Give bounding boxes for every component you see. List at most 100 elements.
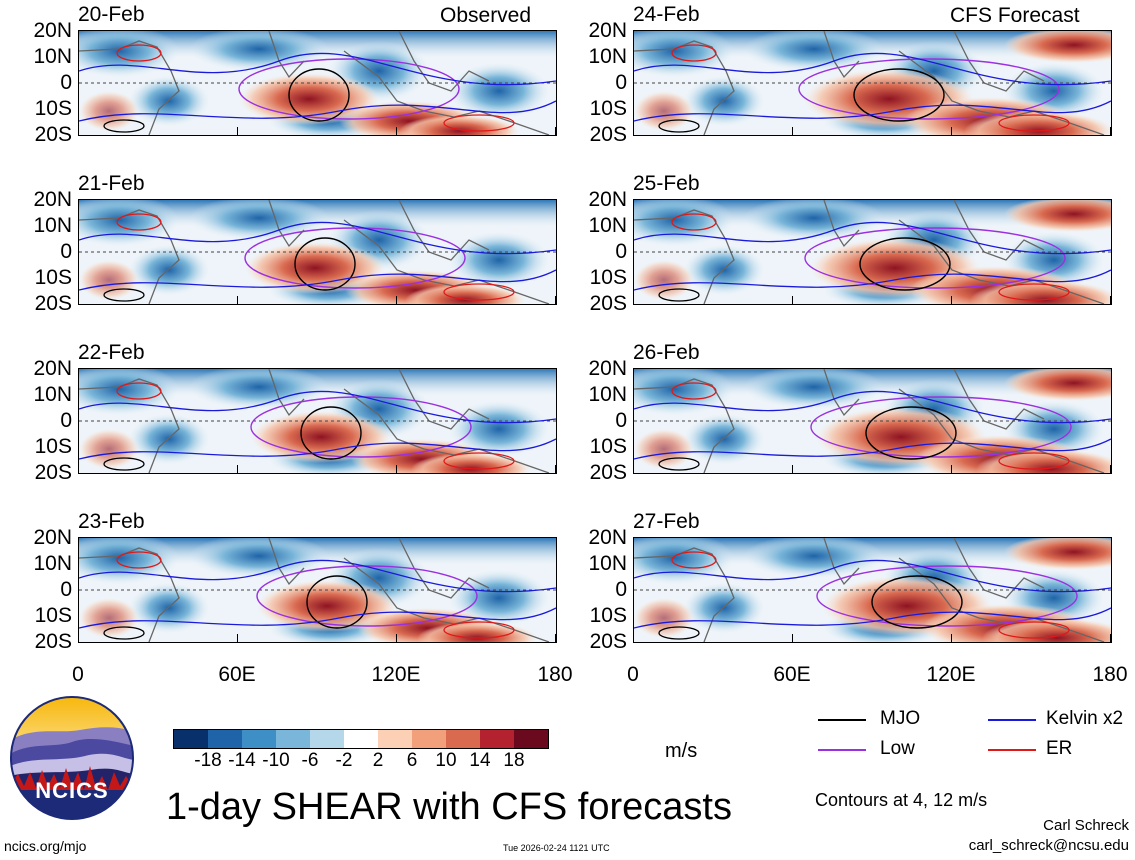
shading-negative: [744, 200, 884, 240]
shading-positive: [634, 429, 694, 469]
lon-label: 180: [537, 663, 573, 686]
contour-mjo: [658, 288, 700, 302]
x-tick: [1110, 127, 1111, 135]
lat-label: 10S: [589, 435, 627, 458]
colorbar-tick-label: 6: [406, 750, 418, 771]
shading-negative: [449, 232, 549, 288]
colorbar-swatch: [276, 730, 310, 748]
colorbar-swatch: [174, 730, 208, 748]
lat-label: 0: [615, 578, 627, 601]
lat-label: 10N: [33, 383, 72, 406]
lat-label: 10S: [34, 97, 72, 120]
contour-er: [671, 382, 717, 400]
shading-positive: [399, 115, 519, 135]
lon-label: 0: [72, 663, 84, 686]
colorbar-swatch: [514, 730, 548, 748]
contour-mjo: [306, 575, 368, 629]
colorbar-tick-label: -10: [262, 750, 290, 771]
lat-label: 20N: [588, 526, 627, 549]
coastline: [823, 31, 860, 79]
shading-positive: [245, 242, 385, 294]
colorbar-tick-label: -18: [194, 750, 222, 771]
panel-date: 22-Feb: [78, 341, 145, 364]
lon-label: 180: [1092, 663, 1128, 686]
x-tick: [237, 465, 238, 473]
lat-label: 10N: [588, 383, 627, 406]
shading-positive: [1004, 31, 1111, 63]
shading-negative: [449, 401, 549, 457]
lat-label: 20S: [34, 461, 72, 484]
contour-low: [256, 565, 478, 627]
legend-er-label: ER: [1046, 738, 1073, 759]
x-tick: [792, 296, 793, 304]
lon-label: 0: [627, 663, 639, 686]
lat-label: 10S: [589, 266, 627, 289]
shading-negative: [189, 538, 329, 578]
coastline: [398, 538, 490, 599]
x-tick: [555, 127, 556, 135]
x-tick: [951, 634, 952, 642]
footer-timestamp: Tue 2026-02-24 1121 UTC: [503, 843, 610, 853]
contour-er: [671, 213, 717, 231]
shading-positive: [257, 580, 397, 632]
x-tick: [78, 465, 79, 473]
legend-mjo-line: [818, 719, 866, 721]
contour-kelvin: [79, 559, 556, 593]
contour-mjo: [300, 406, 362, 460]
lat-label: 20N: [33, 188, 72, 211]
colorbar-swatch: [412, 730, 446, 748]
contour-kelvin: [79, 438, 556, 460]
lat-label: 20N: [33, 19, 72, 42]
shading-negative: [189, 200, 329, 240]
coastline: [343, 50, 550, 135]
coastline: [343, 219, 550, 304]
shading-positive: [79, 260, 139, 300]
x-tick: [555, 465, 556, 473]
x-tick: [633, 634, 634, 642]
x-tick: [396, 465, 397, 473]
contour-er: [998, 283, 1070, 301]
coastline: [953, 200, 1045, 261]
contour-kelvin: [79, 607, 556, 629]
coastline: [398, 369, 490, 430]
colorbar-tick-label: 10: [435, 750, 457, 771]
contour-er: [443, 621, 515, 639]
legend-mjo-label: MJO: [880, 708, 921, 729]
contour-kelvin: [634, 390, 1111, 424]
contour-low: [238, 58, 460, 120]
colorbar-tick-label: -14: [228, 750, 256, 771]
shading-positive: [970, 280, 1111, 304]
panel-date: 23-Feb: [78, 510, 145, 533]
logo-text: NCICS: [35, 778, 109, 803]
x-tick: [792, 634, 793, 642]
lon-label: 120E: [371, 663, 421, 686]
lat-label: 10S: [34, 435, 72, 458]
ncics-logo: [10, 696, 134, 820]
coastline: [898, 388, 1105, 473]
contour-mjo: [103, 457, 145, 471]
shading-positive: [1004, 538, 1111, 570]
contour-mjo: [871, 575, 963, 629]
coastline: [898, 557, 1105, 642]
contour-er: [116, 551, 162, 569]
contour-low: [244, 227, 466, 289]
map-panel: [78, 30, 557, 136]
contour-mjo: [294, 237, 356, 291]
panel-date: 25-Feb: [633, 172, 700, 195]
legend-low-line: [818, 749, 866, 751]
lat-label: 10N: [33, 552, 72, 575]
coastline: [398, 31, 490, 92]
x-tick: [78, 127, 79, 135]
contour-low: [810, 396, 1072, 458]
contour-kelvin: [79, 52, 556, 86]
contour-er: [443, 114, 515, 132]
contour-kelvin: [634, 100, 1111, 122]
colorbar-tick-label: -2: [335, 750, 353, 771]
colorbar-swatch: [344, 730, 378, 748]
x-tick: [792, 127, 793, 135]
colorbar-tick-label: 2: [372, 750, 384, 771]
shading-positive: [964, 111, 1111, 135]
legend-low-label: Low: [880, 738, 915, 759]
x-tick: [237, 127, 238, 135]
x-tick: [237, 634, 238, 642]
